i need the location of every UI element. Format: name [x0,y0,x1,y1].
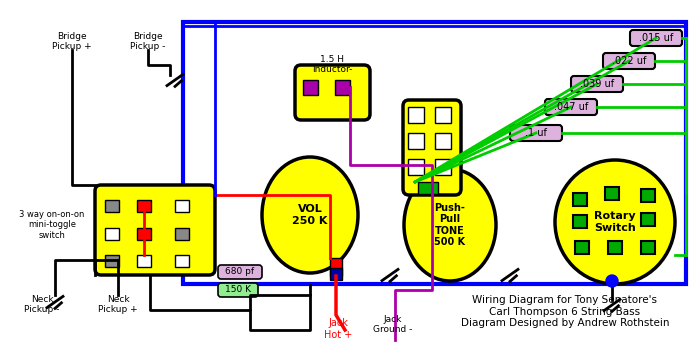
Bar [408,159,424,175]
FancyBboxPatch shape [218,265,262,279]
Bar [435,107,451,123]
FancyBboxPatch shape [218,283,258,297]
Text: Push-
Pull
TONE
500 K: Push- Pull TONE 500 K [435,203,466,247]
Bar [573,215,587,228]
Text: 3 way on-on-on
mini-toggle
switch: 3 way on-on-on mini-toggle switch [20,210,85,240]
Text: Bridge
Pickup -: Bridge Pickup - [130,32,166,51]
Text: Neck
Pickup +: Neck Pickup + [98,295,138,314]
Bar [435,133,451,149]
FancyBboxPatch shape [545,99,597,115]
Text: .022 uf: .022 uf [612,56,646,66]
Ellipse shape [404,169,496,281]
Bar [641,189,655,202]
Text: 1.5 H
Inductor-: 1.5 H Inductor- [312,55,352,75]
Text: .1 uf: .1 uf [525,128,547,138]
FancyBboxPatch shape [630,30,682,46]
FancyBboxPatch shape [603,53,655,69]
Bar [330,258,342,276]
Text: Bridge
Pickup +: Bridge Pickup + [52,32,92,51]
Text: Neck
Pickup -: Neck Pickup - [25,295,60,314]
Bar [605,187,619,200]
Bar [137,200,151,212]
Bar [418,182,438,194]
Bar [435,159,451,175]
Bar [608,241,622,254]
Text: VOL
250 K: VOL 250 K [293,204,328,226]
FancyBboxPatch shape [510,125,562,141]
Bar [183,22,686,284]
Circle shape [606,275,618,287]
FancyBboxPatch shape [295,65,370,120]
Bar [330,268,342,280]
Text: Jack
Hot +: Jack Hot + [324,318,352,340]
FancyBboxPatch shape [95,185,215,275]
Bar [137,255,151,267]
Bar [137,228,151,240]
Bar [641,241,655,254]
Text: Rotary
Switch: Rotary Switch [594,211,636,233]
Text: Wiring Diagram for Tony Senatore's
Carl Thompson 6 String Bass
Diagram Designed : Wiring Diagram for Tony Senatore's Carl … [461,295,669,328]
Ellipse shape [555,160,675,284]
Bar [335,80,350,95]
Text: .039 uf: .039 uf [580,79,614,89]
Bar [641,213,655,226]
Bar [303,80,318,95]
Text: 150 K: 150 K [225,286,251,294]
FancyBboxPatch shape [571,76,623,92]
Text: .015 uf: .015 uf [639,33,673,43]
Ellipse shape [262,157,358,273]
Bar [575,241,589,254]
Bar [105,255,119,267]
Text: Jack
Ground -: Jack Ground - [373,315,413,334]
Bar [573,193,587,206]
Bar [408,107,424,123]
Text: .047 uf: .047 uf [554,102,588,112]
Bar [175,228,189,240]
Bar [105,228,119,240]
Bar [175,200,189,212]
Bar [105,200,119,212]
Text: 680 pf: 680 pf [225,267,255,276]
Bar [408,133,424,149]
Bar [175,255,189,267]
FancyBboxPatch shape [403,100,461,195]
